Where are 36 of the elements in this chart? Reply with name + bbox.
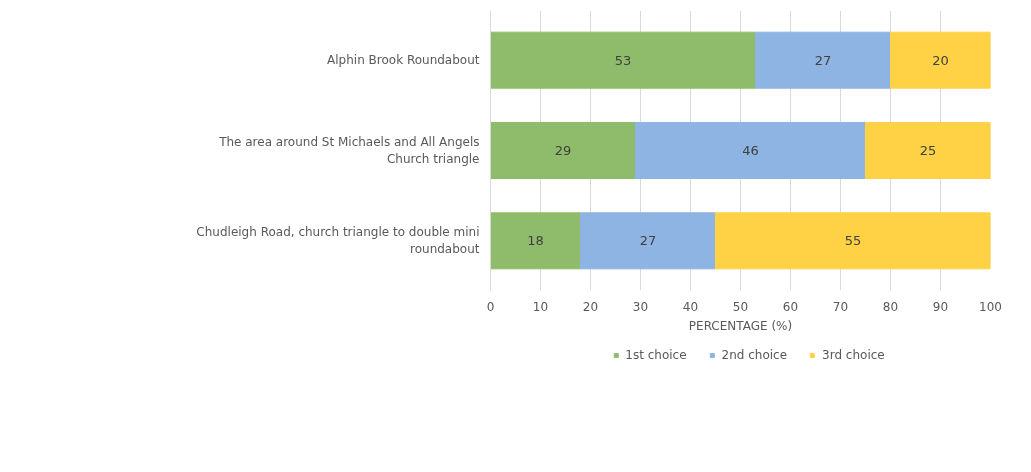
x-tick-label: 90 <box>932 299 949 314</box>
bar <box>635 122 866 179</box>
y-tick-label: Alphin Brook Roundabout <box>327 53 480 68</box>
bar <box>490 212 581 270</box>
x-tick-label: 10 <box>532 299 549 314</box>
data-label: 20 <box>932 52 949 68</box>
data-label: 27 <box>639 233 657 249</box>
data-label: 25 <box>919 143 937 158</box>
data-label: 53 <box>614 52 632 68</box>
bar <box>755 31 891 89</box>
x-axis-title: PERCENTAGE (%) <box>688 318 793 333</box>
data-label: 46 <box>742 143 759 158</box>
bar <box>890 31 991 89</box>
legend-label: 1st choice <box>625 348 687 362</box>
data-label: 55 <box>844 233 862 249</box>
x-tick-label: 20 <box>582 299 599 314</box>
x-tick-label: 60 <box>782 299 799 314</box>
data-label: 27 <box>814 52 832 68</box>
bar <box>490 31 756 89</box>
y-tick-label: Chudleigh Road, church triangle to double mini roundabout <box>196 225 480 257</box>
data-label: 18 <box>527 233 544 249</box>
x-tick-label: 30 <box>632 299 649 314</box>
x-tick-label: 50 <box>732 299 749 314</box>
x-tick-label: 80 <box>882 299 899 314</box>
bar <box>490 122 636 179</box>
bar <box>580 212 716 270</box>
legend-label: 2nd choice <box>721 348 788 362</box>
y-tick-label: The area around St Michaels and All Angels Church triangle <box>218 135 480 166</box>
legend-label: 3rd choice <box>822 348 885 362</box>
x-tick-label: 70 <box>832 299 849 314</box>
data-label: 29 <box>554 143 572 158</box>
x-tick-label: 40 <box>682 299 699 314</box>
bar <box>715 212 991 270</box>
x-tick-label: 100 <box>979 299 1002 314</box>
bar <box>865 122 991 179</box>
x-tick-label: 0 <box>486 299 495 314</box>
